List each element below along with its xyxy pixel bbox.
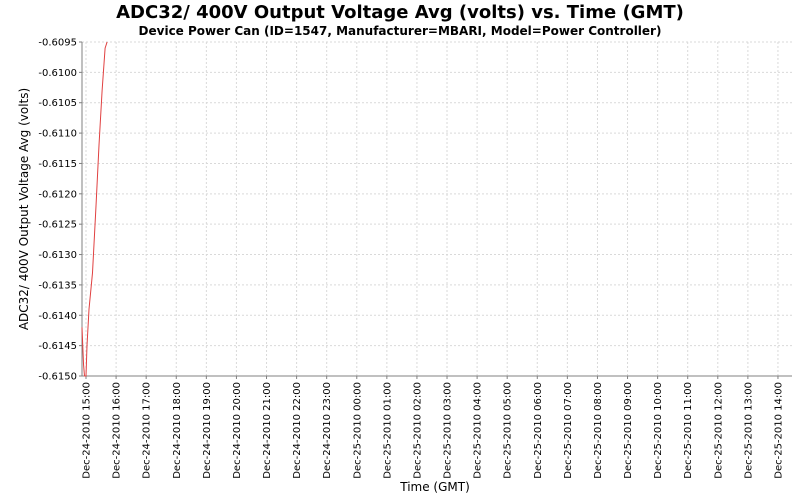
x-tick-label: Dec-24-2010 20:00	[232, 382, 243, 479]
x-tick-label: Dec-25-2010 06:00	[533, 382, 544, 479]
x-tick-label: Dec-25-2010 08:00	[593, 382, 604, 479]
x-tick-label: Dec-25-2010 00:00	[352, 382, 363, 479]
x-tick-label: Dec-24-2010 19:00	[202, 382, 213, 479]
y-tick-label: -0.6120	[38, 189, 77, 200]
series-line	[81, 41, 108, 377]
y-tick-label: -0.6130	[38, 250, 77, 261]
x-tick-label: Dec-25-2010 10:00	[653, 382, 664, 479]
y-tick-label: -0.6135	[38, 280, 77, 291]
y-tick-label: -0.6100	[38, 68, 77, 79]
chart-title: ADC32/ 400V Output Voltage Avg (volts) v…	[116, 2, 684, 23]
x-tick-label: Dec-25-2010 09:00	[623, 382, 634, 479]
x-tick-label: Dec-24-2010 16:00	[112, 382, 123, 479]
chart-subtitle: Device Power Can (ID=1547, Manufacturer=…	[139, 24, 662, 38]
x-tick-label: Dec-25-2010 11:00	[683, 382, 694, 479]
y-tick-label: -0.6095	[38, 38, 77, 49]
x-tick-label: Dec-24-2010 21:00	[262, 382, 273, 479]
x-axis-label: Time (GMT)	[399, 480, 470, 494]
x-tick-label: Dec-24-2010 15:00	[82, 382, 93, 479]
x-tick-label: Dec-25-2010 14:00	[773, 382, 784, 479]
x-tick-label: Dec-25-2010 13:00	[743, 382, 754, 479]
y-tick-label: -0.6145	[38, 341, 77, 352]
x-tick-label: Dec-25-2010 12:00	[713, 382, 724, 479]
x-tick-label: Dec-25-2010 01:00	[382, 382, 393, 479]
x-tick-label: Dec-25-2010 03:00	[443, 382, 454, 479]
y-axis-label: ADC32/ 400V Output Voltage Avg (volts)	[17, 88, 31, 330]
x-tick-label: Dec-24-2010 23:00	[322, 382, 333, 479]
axis-layer	[79, 41, 792, 379]
y-tick-label: -0.6105	[38, 98, 77, 109]
x-tick-label: Dec-24-2010 22:00	[292, 382, 303, 479]
x-tick-label: Dec-24-2010 18:00	[172, 382, 183, 479]
plot-area	[82, 42, 792, 376]
x-tick-label: Dec-25-2010 07:00	[563, 382, 574, 479]
x-tick-label: Dec-25-2010 05:00	[503, 382, 514, 479]
x-tick-label: Dec-25-2010 02:00	[412, 382, 423, 479]
x-tick-label: Dec-24-2010 17:00	[142, 382, 153, 479]
y-tick-label: -0.6125	[38, 220, 77, 231]
y-tick-label: -0.6110	[38, 129, 77, 140]
y-tick-label: -0.6150	[38, 372, 77, 383]
x-tick-label: Dec-25-2010 04:00	[473, 382, 484, 479]
y-tick-label: -0.6115	[38, 159, 77, 170]
tick-labels: -0.6095 -0.6100 -0.6105 -0.6110 -0.6115 -0.61…	[38, 38, 784, 479]
y-tick-label: -0.6140	[38, 311, 77, 322]
series-layer	[81, 41, 108, 377]
